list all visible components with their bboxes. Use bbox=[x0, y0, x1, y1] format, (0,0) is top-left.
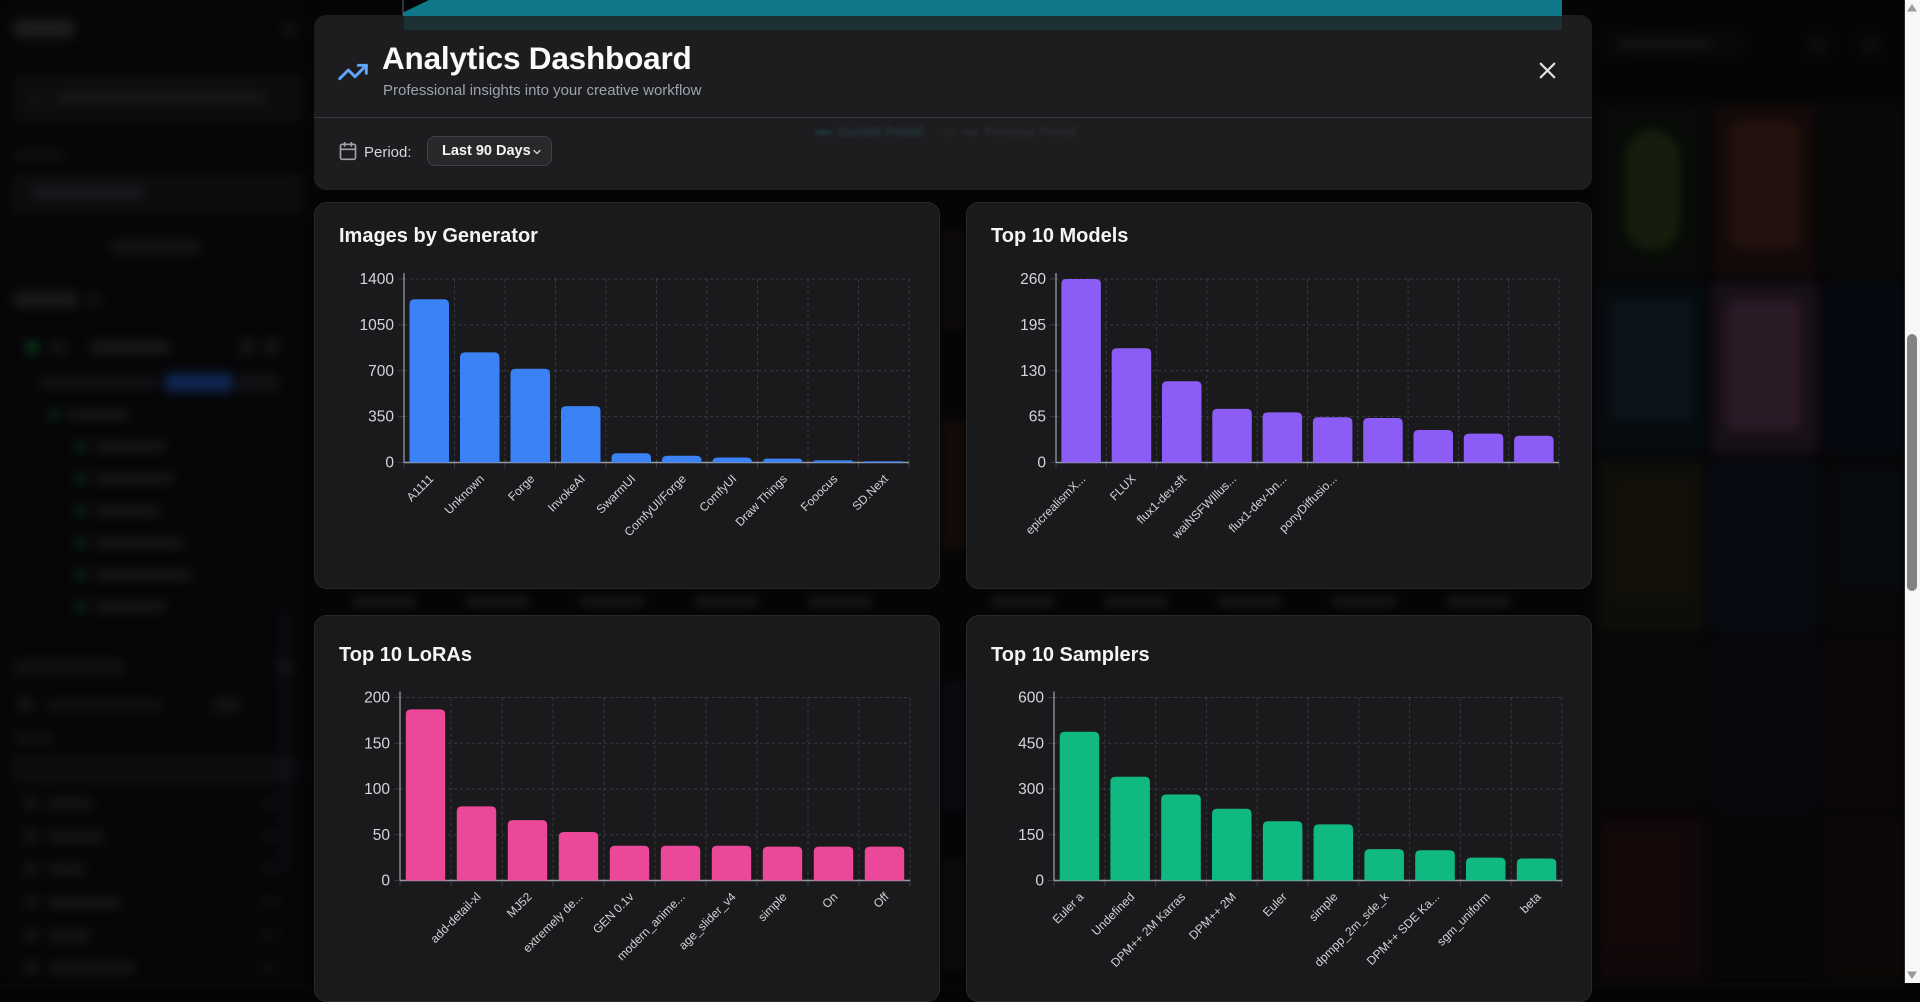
svg-text:simple: simple bbox=[1306, 889, 1341, 924]
svg-text:150: 150 bbox=[364, 735, 390, 752]
svg-text:InvokeAI: InvokeAI bbox=[545, 472, 588, 515]
svg-text:65: 65 bbox=[1029, 409, 1046, 426]
svg-text:MJ52: MJ52 bbox=[504, 889, 535, 920]
svg-text:A1111: A1111 bbox=[404, 471, 437, 504]
svg-text:GEN 0.1v: GEN 0.1v bbox=[590, 890, 637, 937]
svg-text:260: 260 bbox=[1020, 271, 1046, 288]
svg-text:Draw Things: Draw Things bbox=[733, 472, 790, 529]
svg-text:600: 600 bbox=[1018, 690, 1044, 707]
svg-text:Euler a: Euler a bbox=[1050, 889, 1087, 926]
svg-text:beta: beta bbox=[1517, 889, 1544, 916]
svg-text:0: 0 bbox=[1037, 455, 1046, 472]
svg-text:200: 200 bbox=[364, 690, 390, 707]
svg-text:50: 50 bbox=[373, 827, 391, 844]
svg-text:100: 100 bbox=[364, 781, 390, 798]
svg-text:add-detail-xl: add-detail-xl bbox=[427, 890, 483, 946]
svg-text:simple: simple bbox=[755, 889, 790, 924]
svg-text:DPM++ 2M: DPM++ 2M bbox=[1186, 890, 1239, 943]
svg-text:300: 300 bbox=[1018, 781, 1044, 798]
svg-text:1050: 1050 bbox=[360, 317, 395, 334]
svg-text:SD.Next: SD.Next bbox=[849, 471, 891, 513]
svg-text:FLUX: FLUX bbox=[1107, 472, 1139, 504]
svg-text:700: 700 bbox=[368, 363, 394, 380]
svg-text:350: 350 bbox=[368, 409, 394, 426]
svg-text:150: 150 bbox=[1018, 827, 1044, 844]
svg-text:0: 0 bbox=[381, 873, 390, 890]
svg-text:SwarmUI: SwarmUI bbox=[594, 472, 639, 517]
svg-text:flux1-dev.sft: flux1-dev.sft bbox=[1134, 471, 1189, 526]
svg-text:0: 0 bbox=[1035, 873, 1044, 890]
svg-text:1400: 1400 bbox=[360, 271, 395, 288]
svg-text:130: 130 bbox=[1020, 363, 1046, 380]
svg-text:Unknown: Unknown bbox=[442, 472, 487, 517]
svg-text:450: 450 bbox=[1018, 735, 1044, 752]
svg-text:Undefined: Undefined bbox=[1089, 890, 1138, 939]
svg-text:195: 195 bbox=[1020, 317, 1046, 334]
svg-text:sgm_uniform: sgm_uniform bbox=[1434, 890, 1493, 949]
svg-text:ComfyUI: ComfyUI bbox=[696, 472, 739, 515]
svg-text:Forge: Forge bbox=[505, 471, 537, 503]
svg-text:On: On bbox=[819, 890, 840, 911]
svg-text:Fooocus: Fooocus bbox=[798, 472, 840, 514]
svg-text:Off: Off bbox=[871, 889, 893, 911]
svg-text:0: 0 bbox=[385, 455, 394, 472]
svg-text:epicrealismX...: epicrealismX... bbox=[1023, 472, 1089, 538]
svg-text:Euler: Euler bbox=[1260, 890, 1290, 920]
